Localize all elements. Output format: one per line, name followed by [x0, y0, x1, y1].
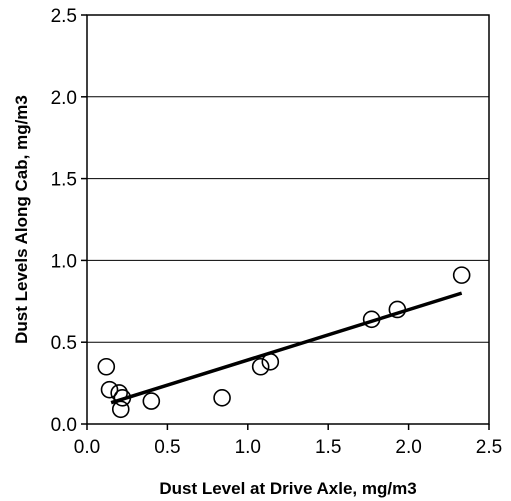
data-point [388, 300, 407, 319]
data-points [97, 266, 471, 419]
x-axis-tick-labels: 0.0 0.5 1.0 1.5 2.0 2.5 [74, 437, 502, 458]
data-point [452, 266, 471, 284]
y-tick-label: 2.0 [51, 88, 77, 109]
y-tick-label: 1.0 [51, 251, 77, 272]
data-point [97, 357, 116, 376]
y-tick-label: 2.5 [51, 6, 77, 27]
x-tick-label: 1.5 [315, 437, 341, 458]
y-axis-title: Dust Levels Along Cab, mg/m3 [12, 95, 31, 344]
data-point [213, 389, 231, 407]
data-point [251, 357, 270, 376]
y-tick-label: 0.5 [51, 333, 77, 354]
axis-ticks [81, 14, 490, 430]
y-axis-tick-labels: 0.0 0.5 1.0 1.5 2.0 2.5 [51, 6, 77, 436]
data-point [113, 389, 132, 407]
x-axis-title: Dust Level at Drive Axle, mg/m3 [159, 479, 416, 498]
data-point [142, 392, 161, 410]
x-tick-label: 0.5 [154, 437, 180, 458]
y-tick-label: 1.5 [51, 170, 77, 191]
plot-area [86, 14, 490, 425]
x-tick-label: 0.0 [74, 437, 100, 458]
x-tick-label: 2.5 [476, 437, 502, 458]
x-tick-label: 1.0 [235, 437, 261, 458]
data-point [261, 353, 280, 371]
data-point [362, 310, 381, 329]
trend-line [110, 291, 463, 405]
x-tick-label: 2.0 [395, 437, 421, 458]
data-point [100, 380, 119, 399]
grid-lines [87, 96, 489, 343]
data-point [111, 400, 130, 419]
y-tick-label: 0.0 [51, 415, 77, 436]
